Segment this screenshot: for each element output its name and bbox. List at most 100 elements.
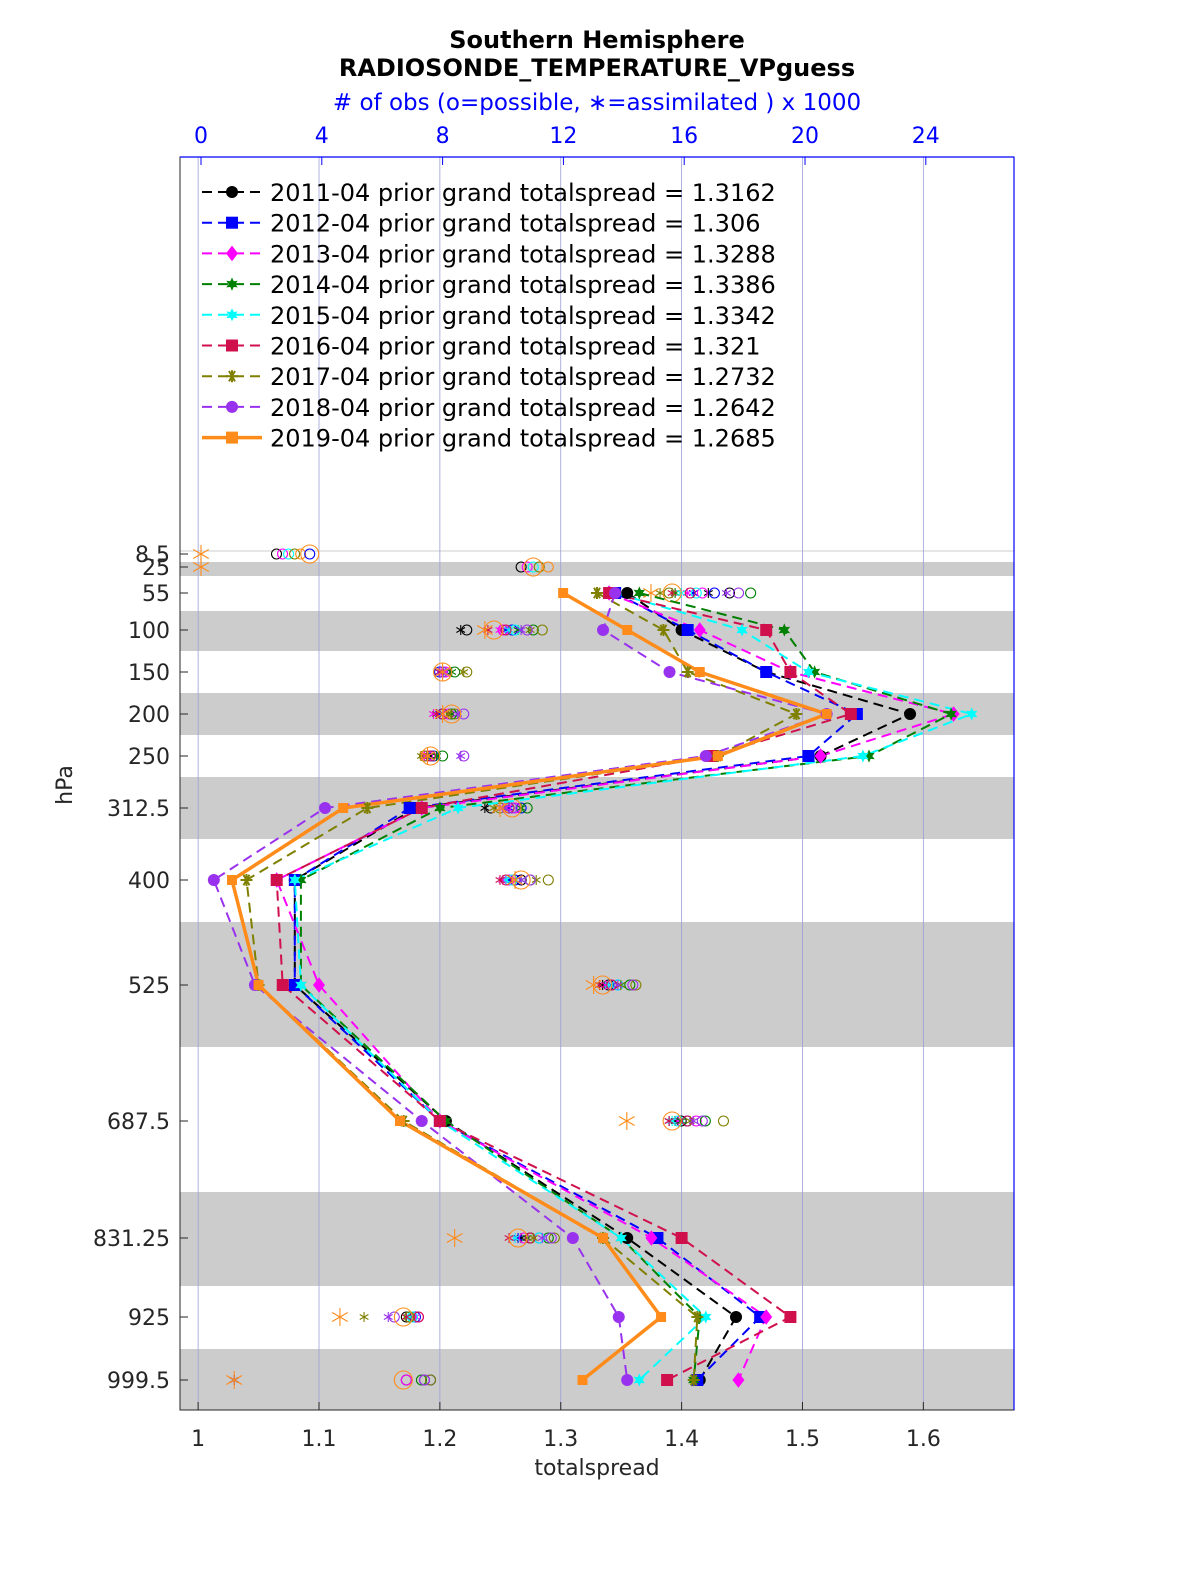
obs-possible-marker [418,750,431,762]
obs-possible-marker [420,746,441,766]
obs-possible-marker [723,587,736,599]
data-point [313,977,325,993]
data-point [700,1310,712,1324]
star-stroke [383,1314,393,1320]
data-point [609,587,622,599]
star-stroke [528,1235,538,1241]
legend-entry: 2017-04 prior grand totalspread = 1.2732 [270,363,776,391]
data-point [808,665,821,679]
data-point [226,875,237,885]
obs-possible-marker [527,624,539,636]
data-point [566,1232,579,1244]
obs-assimilated-marker [495,875,505,885]
obs-possible-marker [418,1374,431,1386]
y-tick-label: 925 [128,1306,170,1331]
obs-possible-marker [458,750,470,762]
obs-possible-marker [690,587,702,599]
y-tick-label: 312.5 [107,797,170,822]
obs-possible-marker [412,1311,424,1323]
data-point [790,708,803,720]
star-stroke [688,1118,698,1124]
obs-possible-marker [508,1228,528,1248]
obs-possible-marker [542,874,554,886]
star-stroke [664,1118,674,1124]
y-tick-label: 100 [128,619,170,644]
obs-possible-marker [400,1374,412,1386]
data-point [577,1375,588,1385]
obs-assimilated-marker [688,1116,698,1126]
obs-possible-marker [533,561,545,573]
obs-assimilated-marker [703,588,713,598]
top-axis-label: # of obs (o=possible, ∗=assimilated ) x … [333,90,861,116]
obs-possible-marker [506,802,518,814]
data-point [675,1232,688,1244]
star-stroke [476,625,493,635]
data-point [295,873,307,887]
legend-marker [226,370,238,383]
star-stroke [537,1235,547,1241]
series-lines [212,591,975,1382]
y-tick-label: 55 [142,582,170,607]
data-point [730,1311,742,1323]
data-point [760,666,773,678]
obs-assimilated-marker [585,976,602,994]
data-point [778,623,791,637]
data-point [760,1309,773,1325]
data-point [966,707,978,721]
obs-assimilated-marker [613,980,623,990]
data-point [661,1374,674,1386]
data-point [319,802,332,814]
data-point [760,624,773,636]
series-line [275,592,854,1381]
star-stroke [721,590,732,596]
data-point [693,622,706,638]
data-point [802,750,815,762]
obs-possible-marker [415,1374,428,1386]
chart-subtitle: RADIOSONDE_TEMPERATURE_VPguess [339,54,855,82]
obs-possible-marker [696,587,708,599]
obs-assimilated-marker [446,1229,463,1247]
obs-possible-marker [393,1370,413,1390]
level-band [180,611,1014,651]
data-point [663,666,676,678]
obs-possible-marker [461,666,473,678]
data-point [904,708,917,720]
obs-possible-marker [745,587,757,599]
obs-assimilated-marker [618,1112,635,1130]
obs-possible-marker [699,1115,711,1127]
legend-entry: 2018-04 prior grand totalspread = 1.2642 [270,394,776,422]
x-axis-label: totalspread [534,1456,659,1481]
star-stroke [359,1314,369,1320]
chart-title: Southern Hemisphere [449,26,745,54]
obs-possible-marker [630,979,642,991]
data-point [699,750,712,762]
data-point [615,1231,627,1245]
star-stroke [613,982,623,988]
legend: 2011-04 prior grand totalspread = 1.3162… [202,179,776,453]
obs-possible-marker [717,1115,730,1127]
legend-marker [226,216,238,229]
obs-assimilated-marker [434,705,451,723]
data-point [361,802,374,814]
obs-assimilated-marker [434,663,451,681]
star-stroke [434,667,451,677]
obs-possible-marker [524,874,536,886]
star-stroke [525,627,535,633]
obs-assimilated-marker [459,667,469,677]
x-tick-label: 1.5 [785,1427,820,1452]
data-point [597,624,610,636]
obs-possible-marker [524,1232,536,1244]
obs-possible-marker [542,561,554,573]
data-point [295,978,307,992]
obs-possible-marker [684,587,696,599]
series-markers [207,585,978,1388]
x-tick-label: 1 [191,1427,205,1452]
obs-assimilated-marker [642,584,660,602]
data-point [433,1115,446,1127]
data-point [207,874,220,886]
y-axis-label: hPa [53,765,78,805]
data-point [687,1374,700,1386]
top-tick-label: 20 [791,124,819,149]
obs-assimilated-marker [528,1233,538,1243]
obs-assimilated-marker [192,558,210,576]
